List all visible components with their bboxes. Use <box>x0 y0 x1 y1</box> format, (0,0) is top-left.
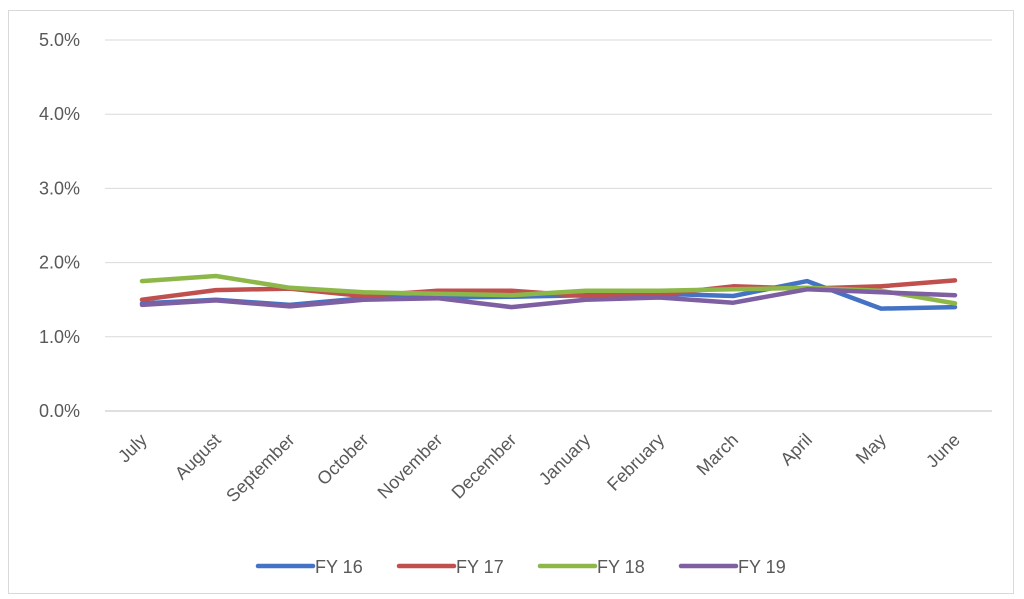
y-tick-label: 3.0% <box>39 178 80 198</box>
x-tick-label: March <box>693 430 743 480</box>
x-tick-label: January <box>535 430 594 489</box>
y-tick-label: 2.0% <box>39 253 80 273</box>
legend-label: FY 19 <box>738 557 786 577</box>
x-tick-label: February <box>603 430 668 495</box>
x-tick-label: July <box>114 430 151 467</box>
x-tick-label: May <box>852 430 890 468</box>
x-tick-label: December <box>448 430 521 503</box>
x-tick-label: November <box>374 430 447 503</box>
y-tick-label: 5.0% <box>39 30 80 50</box>
x-tick-label: October <box>313 430 372 489</box>
legend: FY 16 FY 17 FY 18 FY 19 <box>255 557 786 577</box>
y-tick-label: 0.0% <box>39 401 80 421</box>
y-tick-label: 1.0% <box>39 327 80 347</box>
series-lines <box>139 273 958 311</box>
x-tick-label: April <box>776 430 816 470</box>
series-line-fy-19 <box>139 287 958 310</box>
x-tick-label: August <box>171 430 225 484</box>
legend-label: FY 18 <box>597 557 645 577</box>
y-axis-ticks: 0.0% 1.0% 2.0% 3.0% 4.0% 5.0% <box>39 30 80 421</box>
legend-label: FY 16 <box>315 557 363 577</box>
x-tick-label: June <box>922 430 964 472</box>
legend-label: FY 17 <box>456 557 504 577</box>
gridlines <box>105 39 992 412</box>
x-tick-label: September <box>222 430 298 506</box>
y-tick-label: 4.0% <box>39 104 80 124</box>
